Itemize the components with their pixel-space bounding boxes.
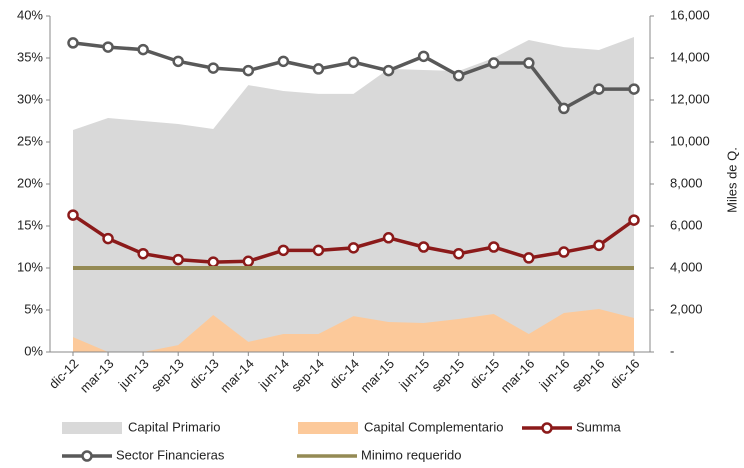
marker — [137, 43, 149, 56]
x-tick-label: sep-14 — [288, 356, 327, 395]
legend-marker — [541, 422, 553, 434]
marker — [452, 247, 465, 260]
x-tick-label: sep-16 — [569, 356, 608, 395]
marker — [102, 41, 114, 53]
marker — [382, 64, 395, 77]
y2-tick-label: 4,000 — [670, 259, 703, 274]
x-tick-label: jun-14 — [255, 356, 292, 393]
x-tick-label: dic-16 — [607, 356, 643, 392]
legend-swatch — [62, 422, 122, 434]
marker — [137, 247, 149, 260]
y-tick-label: 0% — [24, 343, 43, 358]
y-tick-label: 5% — [24, 301, 43, 316]
y2-tick-label: 8,000 — [670, 175, 703, 190]
y-tick-label: 15% — [17, 217, 43, 232]
marker — [277, 244, 290, 257]
x-tick-label: dic-14 — [326, 356, 362, 392]
y2-tick-label: 10,000 — [670, 133, 710, 148]
marker — [452, 69, 465, 82]
y2-tick-label: - — [670, 343, 674, 358]
marker — [242, 64, 255, 77]
x-tick-label: jun-16 — [536, 356, 573, 393]
marker — [277, 55, 290, 68]
marker — [347, 56, 360, 68]
marker — [417, 50, 430, 63]
marker — [207, 256, 219, 268]
x-tick-label: jun-13 — [115, 356, 152, 393]
x-tick-label: dic-15 — [467, 356, 503, 392]
y-tick-label: 35% — [17, 49, 43, 64]
x-tick-label: mar-14 — [217, 356, 257, 396]
marker — [102, 232, 114, 245]
marker — [172, 55, 184, 68]
marker — [67, 209, 79, 221]
x-tick-label: jun-15 — [395, 356, 432, 393]
y2-tick-label: 16,000 — [670, 7, 710, 22]
legend-label: Summa — [576, 419, 622, 434]
marker — [172, 253, 184, 266]
area — [73, 37, 634, 352]
legend-label: Capital Complementario — [364, 419, 503, 434]
legend-label: Sector Financieras — [116, 447, 225, 462]
marker — [67, 37, 79, 49]
marker — [488, 241, 500, 253]
marker — [382, 232, 395, 244]
marker — [207, 62, 219, 74]
marker — [242, 255, 255, 268]
x-tick-label: mar-16 — [498, 356, 538, 396]
legend-swatch — [298, 422, 358, 434]
y-tick-label: 30% — [17, 91, 43, 106]
x-tick-label: sep-13 — [148, 356, 187, 395]
y-tick-label: 20% — [17, 175, 43, 190]
y2-axis-label: Miles de Q. — [724, 147, 739, 213]
marker — [523, 57, 535, 69]
marker — [558, 102, 570, 115]
legend-marker — [81, 450, 93, 462]
marker — [593, 83, 605, 95]
marker — [628, 83, 640, 95]
y2-tick-label: 12,000 — [670, 91, 710, 106]
y-tick-label: 40% — [17, 7, 43, 22]
marker — [347, 242, 360, 254]
x-tick-label: dic-13 — [186, 356, 222, 392]
marker — [593, 239, 605, 252]
x-tick-label: mar-15 — [357, 356, 397, 396]
legend-label: Minimo requerido — [361, 447, 461, 462]
area — [73, 308, 634, 352]
marker — [488, 57, 500, 69]
x-tick-label: sep-15 — [429, 356, 468, 395]
y2-tick-label: 14,000 — [670, 49, 710, 64]
y-tick-label: 10% — [17, 259, 43, 274]
marker — [312, 244, 325, 257]
marker — [312, 63, 325, 75]
x-tick-label: mar-13 — [77, 356, 117, 396]
y-tick-label: 25% — [17, 133, 43, 148]
marker — [558, 246, 570, 258]
marker — [523, 252, 535, 264]
y2-tick-label: 6,000 — [670, 217, 703, 232]
marker — [628, 214, 640, 226]
x-tick-label: dic-12 — [46, 356, 82, 392]
legend-label: Capital Primario — [128, 419, 220, 434]
y2-tick-label: 2,000 — [670, 301, 703, 316]
marker — [417, 241, 430, 253]
